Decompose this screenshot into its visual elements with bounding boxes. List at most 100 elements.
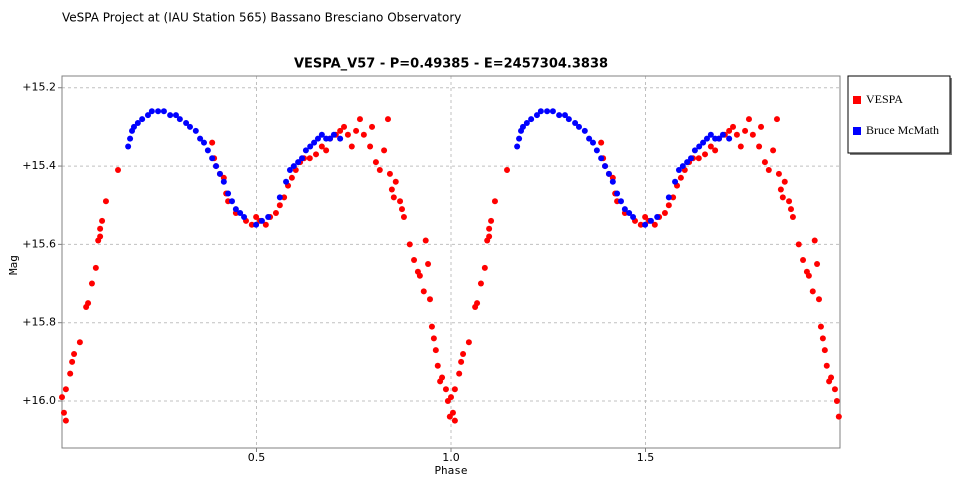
data-point: [299, 155, 306, 162]
data-point: [556, 112, 563, 119]
data-point: [684, 159, 691, 166]
data-point: [621, 206, 628, 213]
data-point: [76, 339, 83, 346]
data-point: [197, 135, 204, 142]
data-point: [565, 116, 572, 123]
data-point: [327, 135, 334, 142]
data-point: [823, 362, 830, 369]
data-point: [695, 155, 702, 162]
data-point: [726, 127, 733, 134]
data-point: [130, 123, 137, 130]
y-tick-label: +15.8: [22, 316, 56, 329]
data-point: [272, 210, 279, 217]
data-point: [360, 131, 367, 138]
data-point: [691, 147, 698, 154]
data-point: [811, 237, 818, 244]
data-point: [200, 139, 207, 146]
data-point: [514, 143, 521, 150]
data-point: [248, 221, 255, 228]
data-point: [411, 257, 418, 264]
data-point: [432, 347, 439, 354]
data-point: [88, 280, 95, 287]
data-point: [677, 174, 684, 181]
data-point: [392, 178, 399, 185]
data-point: [795, 241, 802, 248]
data-point: [60, 409, 67, 416]
data-point: [307, 143, 314, 150]
data-point: [209, 139, 216, 146]
x-tick-label: 0.5: [248, 451, 266, 464]
data-point: [449, 409, 456, 416]
data-point: [337, 127, 344, 134]
data-point: [330, 131, 337, 138]
data-point: [442, 386, 449, 393]
data-point: [712, 147, 719, 154]
data-point: [488, 217, 495, 224]
data-point: [62, 386, 69, 393]
data-point: [486, 225, 493, 232]
data-point: [707, 131, 714, 138]
data-point: [422, 237, 429, 244]
data-point: [288, 174, 295, 181]
data-point: [286, 166, 293, 173]
data-point: [276, 194, 283, 201]
data-point: [420, 288, 427, 295]
data-point: [477, 280, 484, 287]
data-point: [400, 213, 407, 220]
data-point: [276, 202, 283, 209]
data-point: [428, 323, 435, 330]
data-point: [765, 166, 772, 173]
data-point: [598, 139, 605, 146]
data-point: [302, 147, 309, 154]
data-point: [716, 135, 723, 142]
data-point: [486, 233, 493, 240]
data-point: [384, 116, 391, 123]
data-point: [213, 163, 220, 170]
data-point: [372, 159, 379, 166]
data-point: [390, 194, 397, 201]
data-point: [787, 206, 794, 213]
data-point: [144, 112, 151, 119]
page-header: VeSPA Project at (IAU Station 565) Bassa…: [62, 11, 461, 25]
data-point: [749, 131, 756, 138]
data-point: [369, 123, 376, 130]
data-point: [672, 178, 679, 185]
data-point: [356, 116, 363, 123]
data-point: [733, 131, 740, 138]
data-point: [516, 135, 523, 142]
data-point: [726, 135, 733, 142]
data-point: [773, 116, 780, 123]
data-point: [99, 217, 106, 224]
data-point: [314, 135, 321, 142]
x-tick-label: 1.5: [637, 451, 655, 464]
data-point: [258, 217, 265, 224]
data-point: [642, 213, 649, 220]
data-point: [69, 358, 76, 365]
data-point: [654, 213, 661, 220]
data-point: [323, 147, 330, 154]
data-point: [537, 108, 544, 115]
data-point: [572, 119, 579, 126]
data-point: [209, 155, 216, 162]
data-point: [581, 127, 588, 134]
data-point: [779, 194, 786, 201]
data-point: [439, 374, 446, 381]
data-point: [232, 206, 239, 213]
data-point: [679, 163, 686, 170]
data-point: [817, 323, 824, 330]
data-point: [696, 143, 703, 150]
data-point: [167, 112, 174, 119]
data-point: [777, 186, 784, 193]
y-tick-label: +15.4: [22, 159, 56, 172]
data-point: [626, 210, 633, 217]
y-tick-label: +15.2: [22, 81, 56, 94]
data-point: [341, 123, 348, 130]
data-point: [702, 151, 709, 158]
data-point: [630, 213, 637, 220]
data-point: [831, 386, 838, 393]
data-point: [707, 143, 714, 150]
data-point: [523, 119, 530, 126]
data-point: [586, 135, 593, 142]
data-point: [670, 194, 677, 201]
